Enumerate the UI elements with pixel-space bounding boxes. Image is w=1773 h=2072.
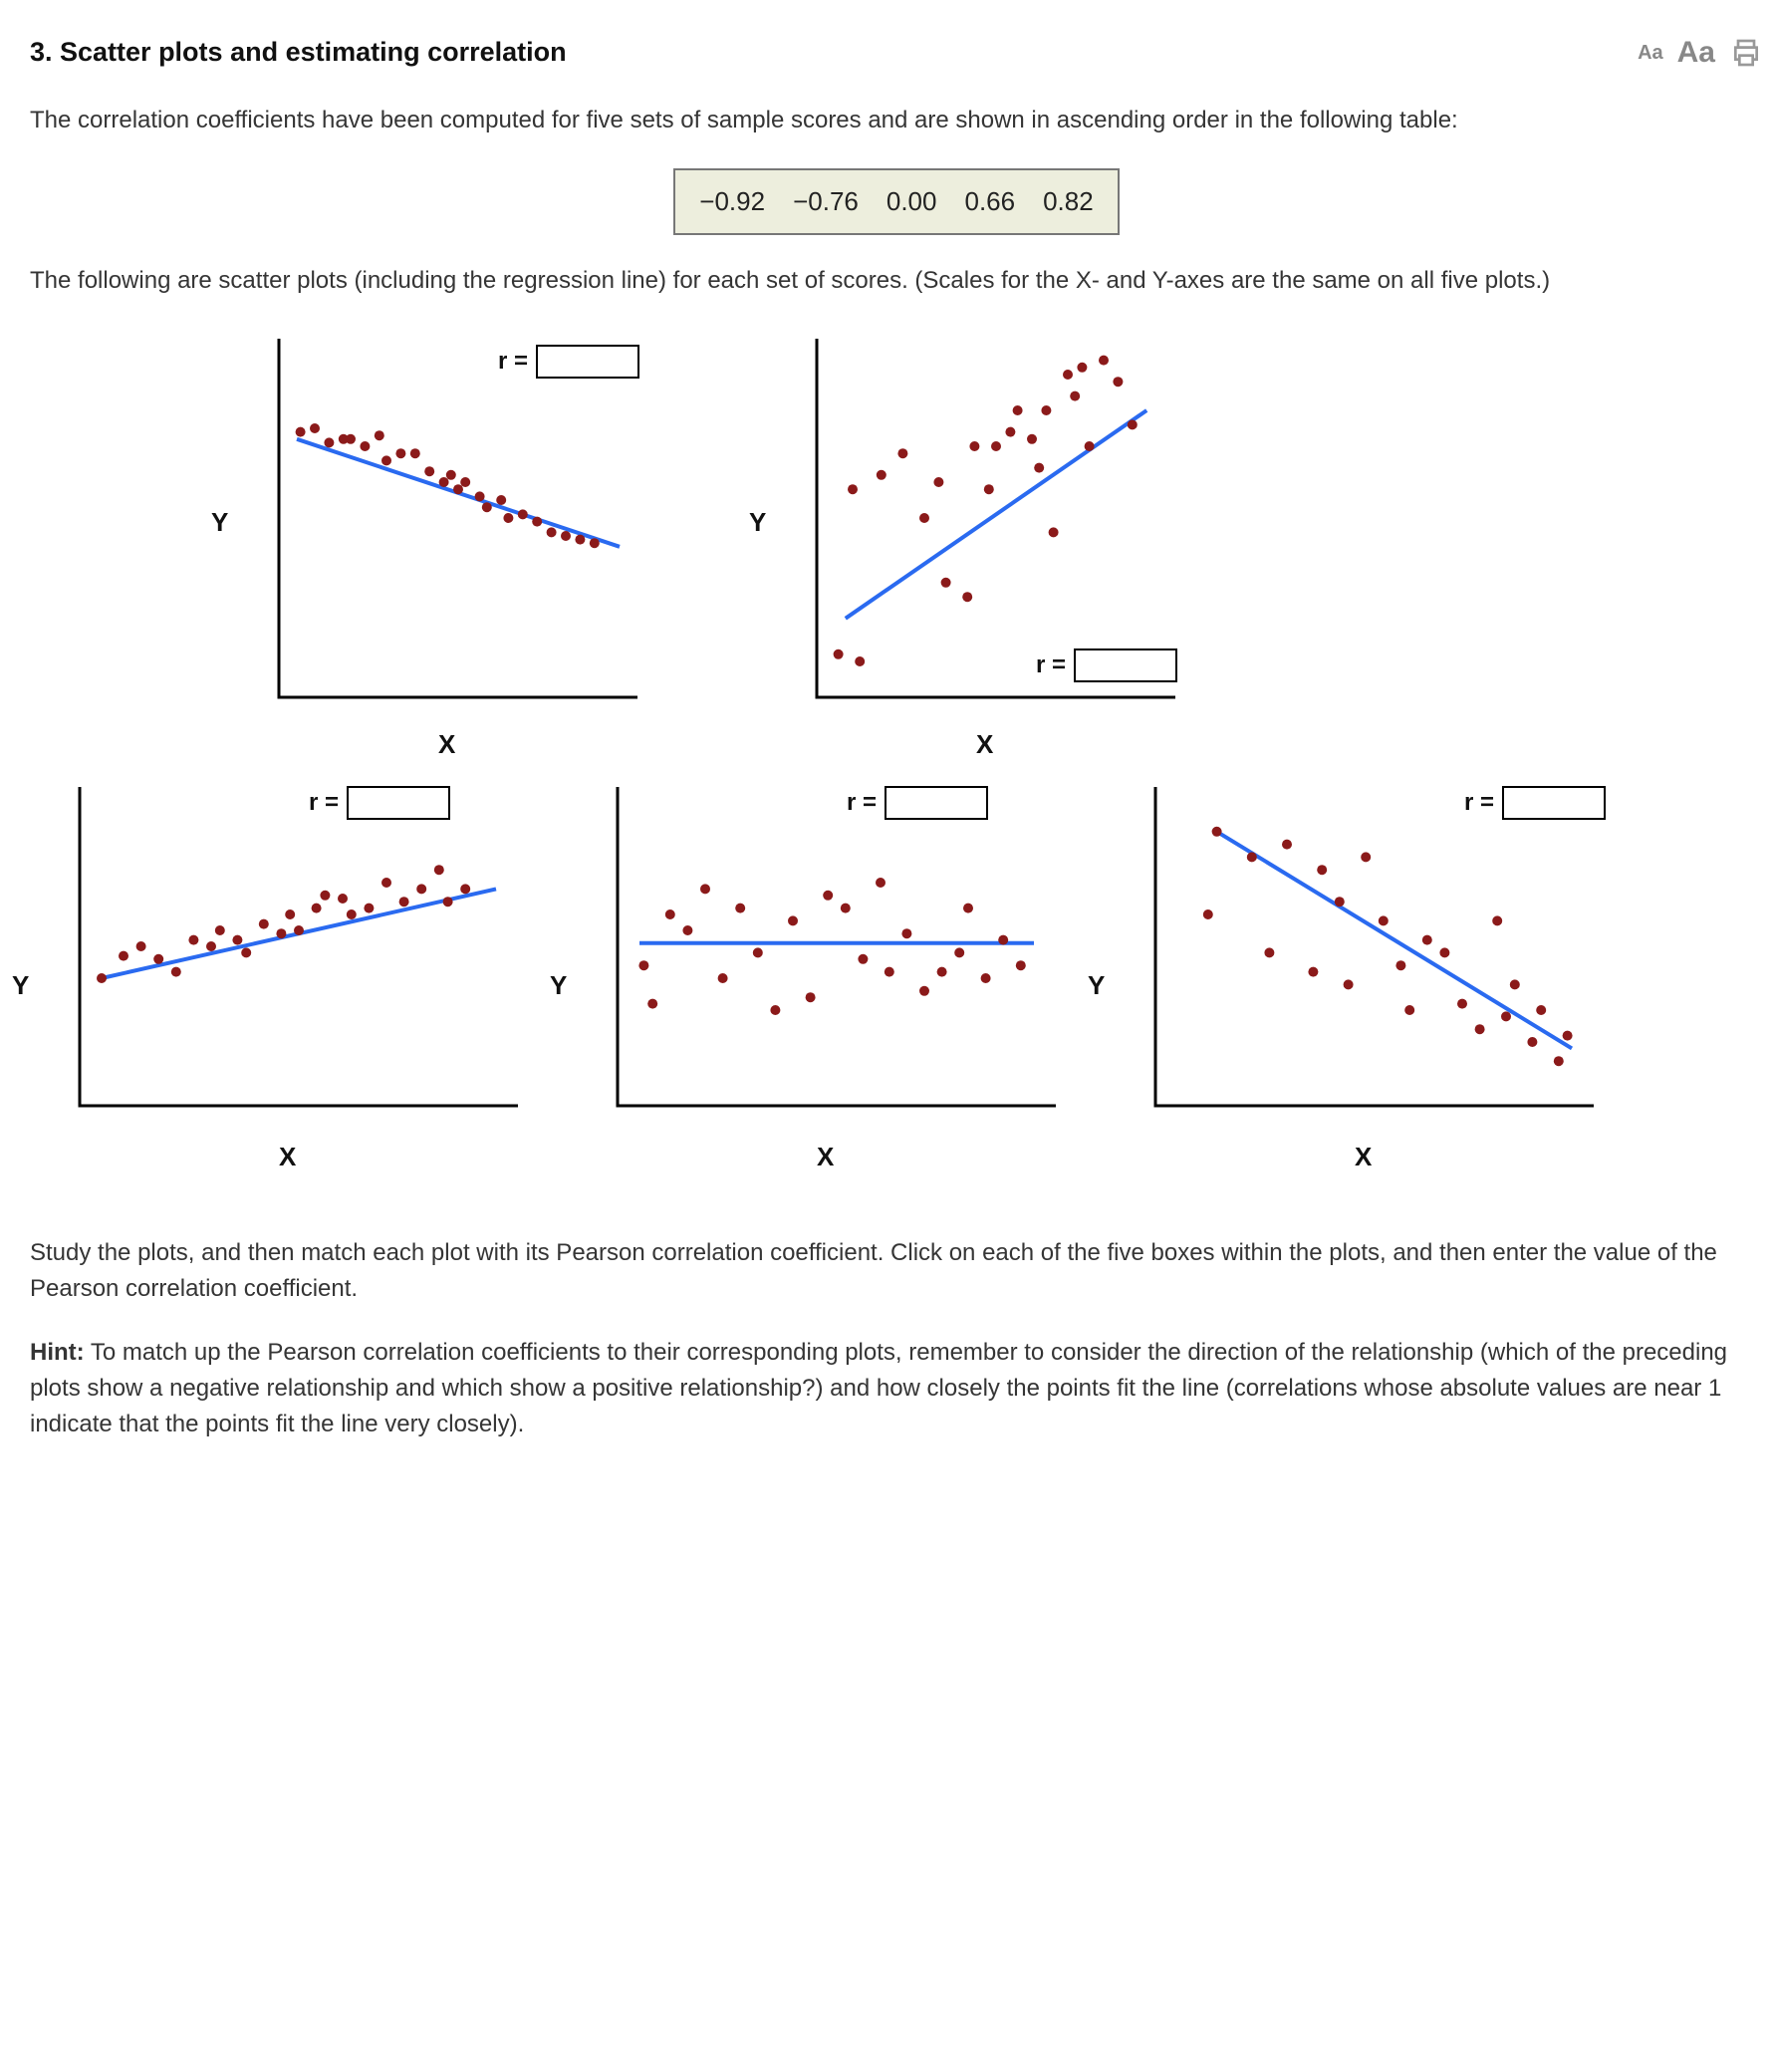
r-text: r = (1036, 648, 1066, 683)
coef-cell: 0.66 (964, 182, 1015, 221)
mid-text: The following are scatter plots (includi… (30, 263, 1763, 299)
r-equals-label: r = (847, 785, 988, 821)
plot-d: r =YX (578, 767, 1076, 1146)
x-axis-label: X (817, 1138, 834, 1176)
y-axis-label: Y (12, 966, 29, 1005)
hint-label: Hint: (30, 1339, 85, 1366)
intro-text: The correlation coefficients have been c… (30, 103, 1763, 138)
y-axis-label: Y (550, 966, 567, 1005)
scatter-svg (578, 767, 1076, 1146)
plot-a-canvas: r =YX (239, 319, 657, 737)
plot-c-canvas: r =YX (40, 767, 538, 1146)
x-axis-label: X (279, 1138, 296, 1176)
hint-paragraph: Hint: To match up the Pearson correlatio… (30, 1335, 1763, 1442)
r-text: r = (1464, 785, 1494, 821)
question-title: 3. Scatter plots and estimating correlat… (30, 32, 567, 73)
r-equals-label: r = (1036, 648, 1177, 683)
plot-b: r =YX (777, 319, 1195, 737)
font-size-small-button[interactable]: Aa (1638, 38, 1663, 68)
plot-b-canvas: r =YX (777, 319, 1195, 737)
y-axis-label: Y (749, 503, 766, 542)
plots-area: r =YX r =YX r =YX r =YX r =YX (30, 319, 1763, 1146)
y-axis-label: Y (1088, 966, 1105, 1005)
instructions-text: Study the plots, and then match each plo… (30, 1235, 1763, 1307)
plots-row-2: r =YX r =YX r =YX (30, 767, 1763, 1146)
y-axis-label: Y (211, 503, 228, 542)
x-axis-label: X (438, 725, 455, 764)
r-input[interactable] (536, 345, 639, 379)
coefficients-table: −0.92 −0.76 0.00 0.66 0.82 (673, 168, 1119, 235)
x-axis-label: X (976, 725, 993, 764)
r-input[interactable] (885, 786, 988, 820)
plots-row-1: r =YX r =YX (30, 319, 1763, 737)
r-text: r = (847, 785, 877, 821)
scatter-svg (239, 319, 657, 737)
toolbar: Aa Aa (1638, 30, 1763, 75)
scatter-svg (1116, 767, 1614, 1146)
font-size-large-button[interactable]: Aa (1677, 30, 1715, 75)
r-text: r = (309, 785, 339, 821)
plot-e: r =YX (1116, 767, 1614, 1146)
hint-text: To match up the Pearson correlation coef… (30, 1339, 1727, 1437)
header-row: 3. Scatter plots and estimating correlat… (30, 30, 1763, 75)
r-input[interactable] (347, 786, 450, 820)
coef-cell: −0.92 (699, 182, 765, 221)
coef-cell: −0.76 (793, 182, 859, 221)
r-equals-label: r = (498, 344, 639, 380)
page: 3. Scatter plots and estimating correlat… (0, 0, 1773, 2072)
scatter-svg (40, 767, 538, 1146)
r-equals-label: r = (309, 785, 450, 821)
coef-cell: 0.00 (886, 182, 937, 221)
print-icon[interactable] (1729, 36, 1763, 70)
r-text: r = (498, 344, 528, 380)
coef-cell: 0.82 (1043, 182, 1094, 221)
plot-c: r =YX (40, 767, 538, 1146)
r-input[interactable] (1074, 648, 1177, 682)
plot-e-canvas: r =YX (1116, 767, 1614, 1146)
plot-d-canvas: r =YX (578, 767, 1076, 1146)
r-input[interactable] (1502, 786, 1606, 820)
plot-a: r =YX (239, 319, 657, 737)
r-equals-label: r = (1464, 785, 1606, 821)
x-axis-label: X (1355, 1138, 1372, 1176)
